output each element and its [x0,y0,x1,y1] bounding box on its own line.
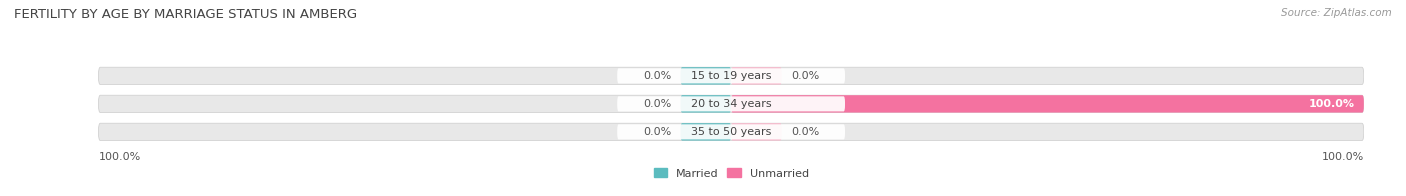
Text: 15 to 19 years: 15 to 19 years [690,71,772,81]
FancyBboxPatch shape [731,123,782,141]
Text: 100.0%: 100.0% [98,152,141,162]
FancyBboxPatch shape [681,95,731,113]
FancyBboxPatch shape [98,95,1364,113]
FancyBboxPatch shape [731,95,1364,113]
Text: 0.0%: 0.0% [643,71,671,81]
Text: FERTILITY BY AGE BY MARRIAGE STATUS IN AMBERG: FERTILITY BY AGE BY MARRIAGE STATUS IN A… [14,8,357,21]
Text: 20 to 34 years: 20 to 34 years [690,99,772,109]
Text: 100.0%: 100.0% [1322,152,1364,162]
Text: 0.0%: 0.0% [792,127,820,137]
FancyBboxPatch shape [98,123,1364,141]
FancyBboxPatch shape [617,96,845,112]
FancyBboxPatch shape [731,67,782,84]
Legend: Married, Unmarried: Married, Unmarried [654,168,808,179]
Text: 0.0%: 0.0% [643,99,671,109]
Text: 100.0%: 100.0% [1309,99,1354,109]
Text: 0.0%: 0.0% [643,127,671,137]
FancyBboxPatch shape [681,67,731,84]
FancyBboxPatch shape [681,123,731,141]
Text: 35 to 50 years: 35 to 50 years [690,127,772,137]
FancyBboxPatch shape [617,68,845,83]
FancyBboxPatch shape [98,67,1364,84]
FancyBboxPatch shape [617,124,845,139]
Text: Source: ZipAtlas.com: Source: ZipAtlas.com [1281,8,1392,18]
Text: 0.0%: 0.0% [792,71,820,81]
